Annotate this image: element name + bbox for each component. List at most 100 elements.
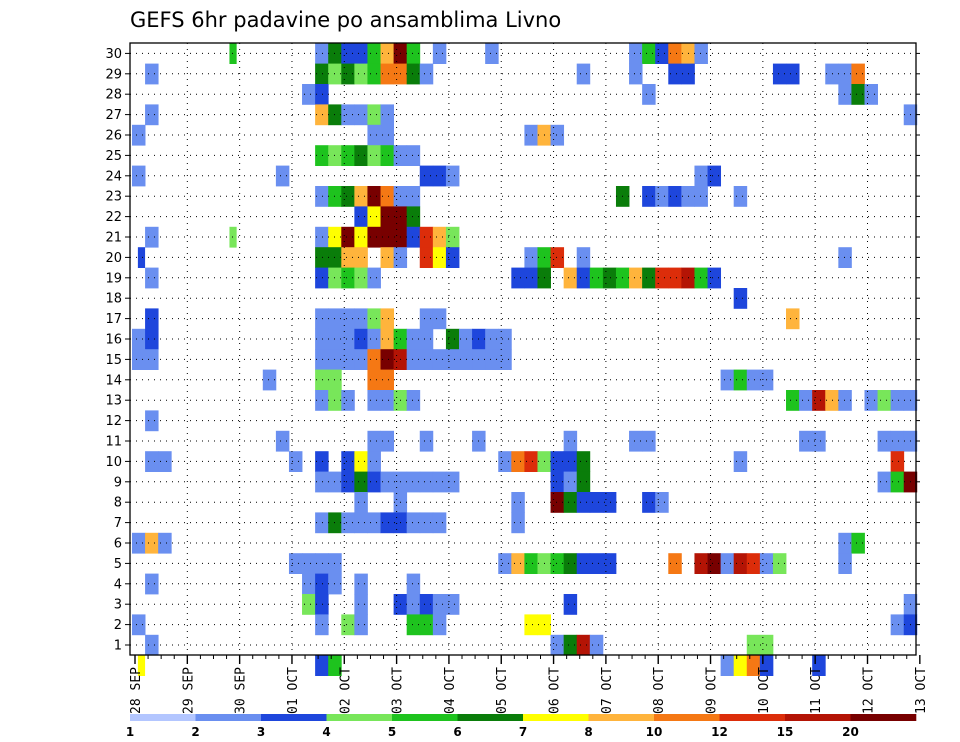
y-tick-label: 17 bbox=[105, 312, 122, 327]
precip-cell bbox=[432, 349, 447, 370]
precip-cell bbox=[145, 328, 159, 350]
precip-cell bbox=[799, 430, 813, 452]
precip-cell bbox=[563, 430, 578, 452]
x-tick-label: 11 OCT bbox=[809, 667, 824, 714]
precip-cell bbox=[720, 655, 735, 676]
y-tick-label: 5 bbox=[114, 557, 122, 572]
precip-cell bbox=[275, 430, 290, 452]
x-tick-label: 04 OCT bbox=[443, 667, 458, 714]
precip-cell bbox=[629, 430, 643, 452]
color-legend: 1 2 3 4 5 6 7 8 10 12 15 20 bbox=[126, 714, 917, 739]
precip-cell bbox=[576, 634, 591, 656]
precip-cell bbox=[668, 267, 682, 289]
precip-cell bbox=[694, 43, 708, 64]
legend-label: 2 bbox=[191, 725, 199, 739]
precip-cell bbox=[315, 471, 329, 493]
precip-cell bbox=[367, 63, 381, 85]
precip-cell bbox=[838, 390, 852, 411]
y-tick-label: 2 bbox=[114, 618, 122, 633]
precip-cell bbox=[432, 165, 447, 187]
precip-cell bbox=[419, 614, 434, 636]
precip-cell bbox=[602, 553, 617, 574]
x-tick-label: 10 OCT bbox=[757, 667, 772, 714]
precip-cell bbox=[432, 471, 447, 493]
legend-label: 7 bbox=[519, 725, 527, 739]
precip-cell bbox=[707, 553, 722, 574]
precip-cell bbox=[406, 145, 421, 166]
precip-cell bbox=[406, 471, 421, 493]
precip-cell bbox=[341, 145, 355, 166]
precip-cell bbox=[694, 186, 708, 207]
precip-cell bbox=[341, 390, 355, 411]
precip-cell bbox=[367, 145, 381, 166]
precip-cell bbox=[367, 471, 381, 493]
precip-cell bbox=[550, 492, 565, 513]
precip-cell bbox=[406, 614, 421, 636]
y-tick-label: 1 bbox=[114, 639, 122, 654]
precip-cell bbox=[786, 390, 800, 411]
precip-cell bbox=[877, 471, 892, 493]
x-tick-label: 08 OCT bbox=[652, 667, 667, 714]
precip-cell bbox=[354, 614, 368, 636]
precip-cell bbox=[563, 471, 578, 493]
precip-cell bbox=[315, 512, 329, 534]
precip-cell bbox=[432, 247, 447, 268]
precip-cell bbox=[799, 390, 813, 411]
precip-cell bbox=[288, 553, 303, 574]
precip-cell bbox=[406, 206, 421, 228]
precip-cell bbox=[380, 145, 395, 166]
precip-cell bbox=[485, 349, 499, 370]
precip-cell bbox=[432, 43, 447, 64]
precip-cell bbox=[302, 84, 316, 105]
precip-cell bbox=[668, 43, 682, 64]
y-tick-label: 8 bbox=[114, 496, 122, 511]
legend-label: 3 bbox=[257, 725, 265, 739]
precip-cell bbox=[380, 104, 395, 126]
precip-cell bbox=[668, 63, 682, 85]
legend-label: 1 bbox=[126, 725, 134, 739]
precip-cell bbox=[746, 634, 761, 656]
precip-cell bbox=[746, 369, 761, 391]
precip-cell bbox=[145, 532, 159, 554]
precip-cell bbox=[432, 308, 447, 330]
precip-cell bbox=[812, 430, 826, 452]
precip-cell bbox=[550, 451, 565, 472]
precip-cell bbox=[838, 532, 852, 554]
precip-cell bbox=[524, 451, 538, 472]
y-tick-label: 13 bbox=[105, 394, 122, 409]
precip-cell-partial bbox=[137, 655, 146, 676]
precip-cell bbox=[315, 655, 329, 676]
precip-cell bbox=[629, 63, 643, 85]
precip-cell bbox=[445, 165, 460, 187]
precip-cell bbox=[367, 512, 381, 534]
precip-cell bbox=[315, 43, 329, 64]
legend-swatch bbox=[523, 714, 589, 721]
precip-cell bbox=[524, 553, 538, 574]
precip-cell bbox=[367, 267, 381, 289]
precip-cell bbox=[354, 226, 368, 248]
precip-cell bbox=[315, 328, 329, 350]
legend-swatch bbox=[130, 714, 196, 721]
precip-cell bbox=[354, 267, 368, 289]
y-tick-label: 9 bbox=[114, 475, 122, 490]
precip-cell bbox=[341, 328, 355, 350]
precip-cell bbox=[367, 43, 381, 64]
legend-label: 5 bbox=[388, 725, 396, 739]
precip-cell bbox=[315, 553, 329, 574]
precip-cell bbox=[864, 390, 878, 411]
precip-cell bbox=[380, 328, 395, 350]
precip-cell bbox=[145, 267, 159, 289]
precip-cell bbox=[367, 451, 381, 472]
precip-cell bbox=[576, 471, 591, 493]
precip-cell bbox=[367, 124, 381, 146]
precip-cell bbox=[445, 471, 460, 493]
legend-label: 6 bbox=[453, 725, 461, 739]
precip-cell bbox=[655, 492, 669, 513]
precip-cell bbox=[158, 451, 172, 472]
precip-cell bbox=[145, 410, 159, 432]
precip-cell bbox=[262, 369, 277, 391]
y-tick-label: 27 bbox=[105, 108, 122, 123]
precip-cell bbox=[341, 349, 355, 370]
precip-cell bbox=[341, 451, 355, 472]
precip-cell bbox=[563, 634, 578, 656]
